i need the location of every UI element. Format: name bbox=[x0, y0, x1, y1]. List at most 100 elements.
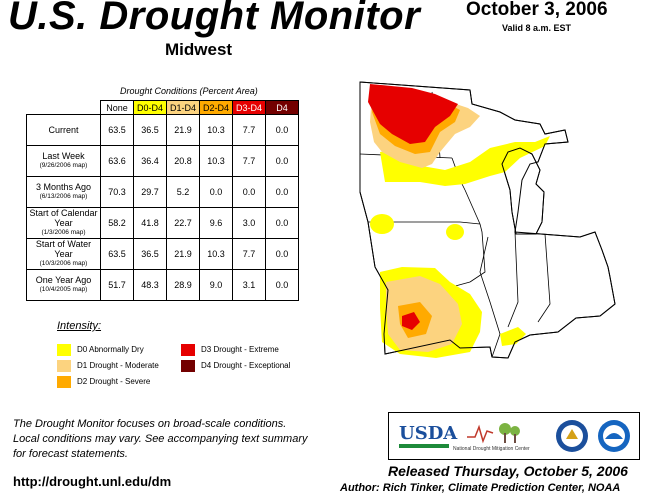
table-cell: 21.9 bbox=[166, 238, 200, 270]
note-line: for forecast statements. bbox=[13, 448, 128, 460]
legend-title: Intensity: bbox=[57, 320, 102, 332]
author-credit: Author: Rich Tinker, Climate Prediction … bbox=[340, 482, 621, 494]
michigan-border bbox=[501, 147, 545, 235]
column-header: D4 bbox=[265, 100, 299, 115]
row-label-sub: (10/3/2006 map) bbox=[39, 260, 88, 267]
table-cell: 0.0 bbox=[265, 114, 299, 146]
row-label-text: 3 Months Ago bbox=[35, 182, 92, 192]
midwest-region-border bbox=[359, 81, 616, 359]
table-row: One Year Ago (10/4/2005 map) 51.7 48.3 28.9 9… bbox=[26, 269, 299, 301]
column-header: D1-D4 bbox=[166, 100, 200, 115]
table-cell: 63.5 bbox=[100, 114, 134, 146]
row-label: Start of Water Year (10/3/2006 map) bbox=[26, 238, 101, 270]
region-title: Midwest bbox=[165, 40, 233, 59]
table-cell: 58.2 bbox=[100, 207, 134, 239]
table-cell: 5.2 bbox=[166, 176, 200, 208]
legend-swatch bbox=[57, 376, 71, 388]
row-label-text: Start of Calendar Year bbox=[29, 208, 98, 228]
row-label: 3 Months Ago (6/13/2006 map) bbox=[26, 176, 101, 208]
table-corner bbox=[27, 101, 101, 115]
table-cell: 0.0 bbox=[232, 176, 266, 208]
legend-label: D2 Drought - Severe bbox=[77, 377, 151, 386]
table-cell: 70.3 bbox=[100, 176, 134, 208]
table-cell: 9.0 bbox=[199, 269, 233, 301]
column-header: D3-D4 bbox=[232, 100, 266, 115]
row-label-sub: (1/3/2006 map) bbox=[41, 229, 86, 236]
legend-swatch bbox=[181, 344, 195, 356]
column-header: None bbox=[100, 100, 134, 115]
table-caption: Drought Conditions (Percent Area) bbox=[120, 86, 258, 96]
legend-swatch bbox=[57, 360, 71, 372]
commerce-seal-icon bbox=[556, 420, 588, 452]
table-header-row: None D0-D4 D1-D4 D2-D4 D3-D4 D4 bbox=[27, 100, 299, 115]
table-cell: 7.7 bbox=[232, 238, 266, 270]
table-cell: 0.0 bbox=[265, 238, 299, 270]
table-cell: 22.7 bbox=[166, 207, 200, 239]
table-cell: 51.7 bbox=[100, 269, 134, 301]
table-cell: 36.5 bbox=[133, 114, 167, 146]
table-cell: 41.8 bbox=[133, 207, 167, 239]
website-link[interactable]: http://drought.unl.edu/dm bbox=[13, 474, 172, 489]
row-label: One Year Ago (10/4/2005 map) bbox=[26, 269, 101, 301]
row-label-sub: (10/4/2005 map) bbox=[39, 286, 88, 293]
table-cell: 0.0 bbox=[265, 269, 299, 301]
noaa-seal-icon bbox=[598, 420, 630, 452]
table-row: Start of Water Year (10/3/2006 map) 63.5 36… bbox=[26, 238, 299, 270]
drought-d0-iowa bbox=[370, 214, 394, 234]
legend-label: D3 Drought - Extreme bbox=[201, 345, 279, 354]
drought-map bbox=[359, 81, 616, 359]
page-title: U.S. Drought Monitor bbox=[8, 0, 421, 38]
drought-d0-north bbox=[380, 136, 550, 186]
partner-logos: USDA National Drought Mitigation Center bbox=[388, 412, 640, 460]
row-label-text: Start of Water Year bbox=[35, 239, 92, 259]
note-line: The Drought Monitor focuses on broad-sca… bbox=[13, 418, 287, 430]
table-cell: 48.3 bbox=[133, 269, 167, 301]
legend-label: D1 Drought - Moderate bbox=[77, 361, 159, 370]
ndmc-logo-icon bbox=[467, 423, 520, 444]
legend-label: D0 Abnormally Dry bbox=[77, 345, 144, 354]
table-cell: 28.9 bbox=[166, 269, 200, 301]
legend-label: D4 Drought - Exceptional bbox=[201, 361, 291, 370]
table-cell: 7.7 bbox=[232, 145, 266, 177]
legend-swatch bbox=[57, 344, 71, 356]
legend-swatch bbox=[181, 360, 195, 372]
table-cell: 29.7 bbox=[133, 176, 167, 208]
ndmc-label: National Drought Mitigation Center bbox=[453, 446, 530, 452]
note-line: Local conditions may vary. See accompany… bbox=[13, 433, 308, 445]
row-label-text: Last Week bbox=[42, 151, 85, 161]
table-cell: 7.7 bbox=[232, 114, 266, 146]
drought-d3-north bbox=[368, 84, 458, 144]
table-row: Current 63.5 36.5 21.9 10.3 7.7 0.0 bbox=[26, 114, 299, 146]
column-header: D0-D4 bbox=[133, 100, 167, 115]
table-cell: 20.8 bbox=[166, 145, 200, 177]
table-cell: 36.5 bbox=[133, 238, 167, 270]
table-row: Start of Calendar Year (1/3/2006 map) 58.2… bbox=[26, 207, 299, 239]
usda-logo: USDA bbox=[399, 423, 458, 444]
row-label-text: One Year Ago bbox=[35, 275, 92, 285]
row-label: Start of Calendar Year (1/3/2006 map) bbox=[26, 207, 101, 239]
table-cell: 3.1 bbox=[232, 269, 266, 301]
usda-logo-bar bbox=[399, 444, 449, 448]
row-label-sub: (6/13/2006 map) bbox=[39, 193, 88, 200]
table-row: Last Week (9/26/2006 map) 63.6 36.4 20.8 10.3… bbox=[26, 145, 299, 177]
table-cell: 0.0 bbox=[265, 145, 299, 177]
map-date: October 3, 2006 bbox=[466, 0, 608, 20]
column-header: D2-D4 bbox=[199, 100, 233, 115]
table-cell: 0.0 bbox=[265, 176, 299, 208]
row-label-sub: (9/26/2006 map) bbox=[39, 162, 88, 169]
table-cell: 3.0 bbox=[232, 207, 266, 239]
drought-d0-illinois bbox=[446, 224, 464, 240]
table-cell: 10.3 bbox=[199, 145, 233, 177]
table-cell: 63.6 bbox=[100, 145, 134, 177]
release-date: Released Thursday, October 5, 2006 bbox=[388, 463, 628, 479]
table-cell: 63.5 bbox=[100, 238, 134, 270]
table-cell: 21.9 bbox=[166, 114, 200, 146]
table-row: 3 Months Ago (6/13/2006 map) 70.3 29.7 5.2 0.… bbox=[26, 176, 299, 208]
table-cell: 0.0 bbox=[265, 207, 299, 239]
row-label-text: Current bbox=[48, 125, 79, 135]
table-cell: 10.3 bbox=[199, 238, 233, 270]
valid-time: Valid 8 a.m. EST bbox=[502, 23, 572, 33]
row-label: Current bbox=[26, 114, 101, 146]
drought-d3-missouri bbox=[402, 312, 420, 330]
row-label: Last Week (9/26/2006 map) bbox=[26, 145, 101, 177]
